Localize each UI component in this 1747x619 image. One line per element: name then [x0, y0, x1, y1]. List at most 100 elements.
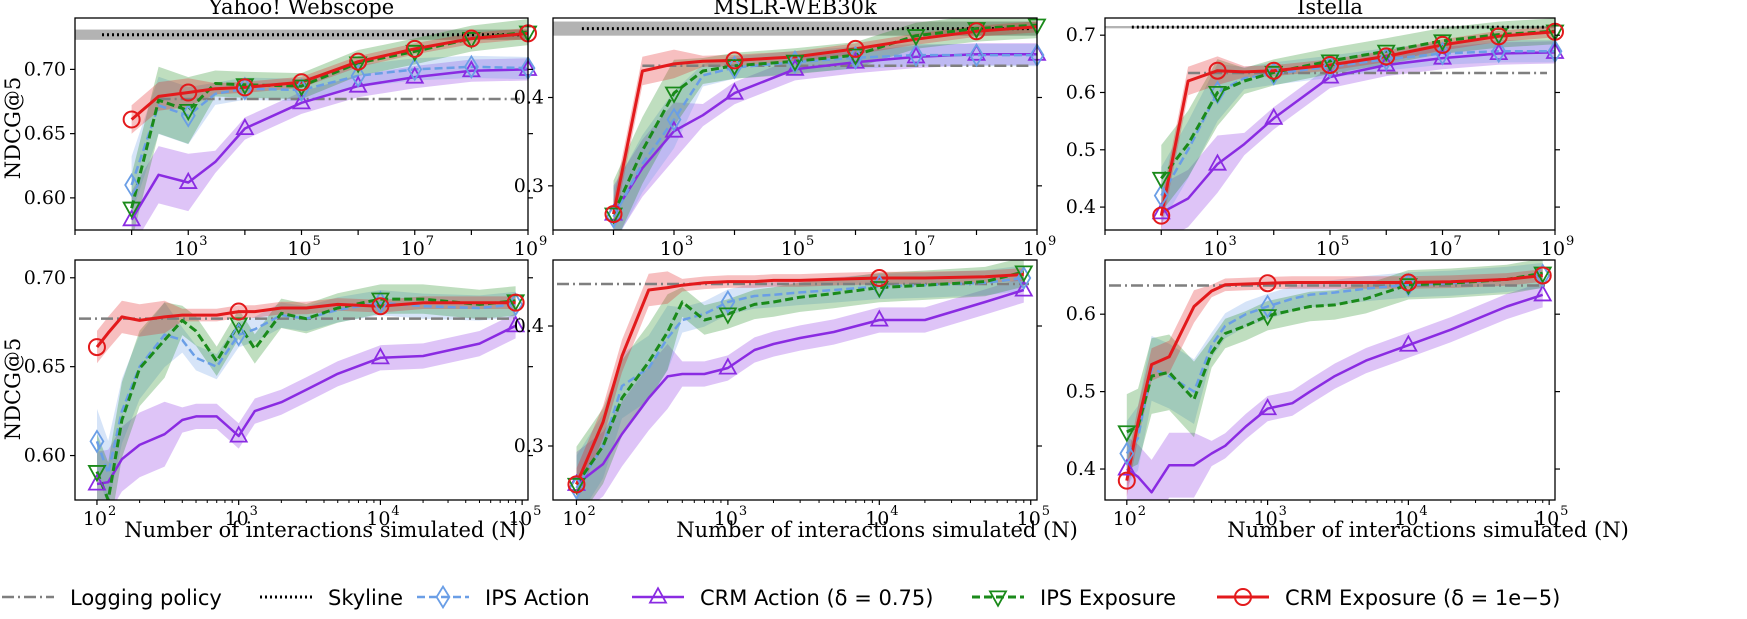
- x-tick-label: 10: [366, 508, 390, 530]
- ips_exposure-marker: [291, 79, 312, 97]
- ips_exposure-line: [1160, 29, 1555, 180]
- x-tick-exponent: 7: [927, 234, 935, 249]
- crm_exposure-line: [612, 25, 1037, 215]
- crm_action-marker: [291, 92, 312, 110]
- y-tick-label: 0.5: [1066, 381, 1096, 403]
- ips_exposure-marker: [1258, 309, 1278, 327]
- ips_action-marker: [1119, 441, 1135, 466]
- x-tick-label: 10: [562, 508, 586, 530]
- crm_exposure-marker: [1489, 27, 1508, 46]
- crm_action-marker: [235, 117, 255, 135]
- plot-area: [75, 19, 528, 230]
- crm_exposure-marker: [462, 29, 481, 48]
- crm_action-marker: [370, 347, 390, 365]
- legend-item-logging: Logging policy: [2, 586, 222, 610]
- crm_exposure-marker: [1377, 47, 1396, 66]
- x-tick-exponent: 2: [1138, 504, 1146, 519]
- ips_exposure-marker: [348, 56, 368, 74]
- ips_exposure-marker: [229, 317, 249, 335]
- crm_action-marker: [718, 357, 738, 375]
- legend-item-skyline: Skyline: [260, 586, 403, 610]
- crm_action-marker: [1207, 153, 1228, 171]
- skyline-band: [553, 21, 1037, 36]
- ips_action-band: [1161, 40, 1555, 225]
- x-tick-exponent: 4: [391, 504, 399, 519]
- ips_exposure-marker: [1376, 44, 1396, 62]
- skyline-band: [1105, 26, 1555, 29]
- ips_action-marker: [606, 204, 621, 229]
- legend: Logging policy Skyline IPS Action CRM Actio…: [2, 584, 1560, 610]
- panel-title: Yahoo! Webscope: [208, 0, 394, 19]
- crm_exposure-marker: [1399, 273, 1418, 292]
- ips_action-marker: [407, 57, 423, 82]
- crm_action-marker: [122, 209, 142, 227]
- crm_action-marker: [178, 171, 198, 189]
- x-tick-label: 10: [508, 508, 532, 530]
- ips_exposure-marker: [603, 207, 624, 225]
- x-tick-exponent: 5: [1560, 504, 1568, 519]
- x-tick-label: 10: [1023, 238, 1047, 260]
- x-axis-label-2: Number of interactions simulated (N): [676, 518, 1078, 542]
- x-tick-exponent: 4: [1419, 504, 1427, 519]
- x-tick-label: 10: [1428, 238, 1452, 260]
- x-tick-exponent: 7: [1454, 234, 1462, 249]
- crm_exposure-marker: [122, 110, 141, 129]
- x-tick-exponent: 3: [199, 234, 207, 249]
- ips_exposure-marker: [1014, 265, 1034, 283]
- x-tick-label: 10: [1113, 508, 1137, 530]
- ips_exposure-marker: [1264, 65, 1284, 84]
- x-tick-label: 10: [174, 238, 198, 260]
- x-axis-label-1: Number of interactions simulated (N): [124, 518, 526, 542]
- y-tick-label: 0.5: [1066, 139, 1096, 161]
- x-tick-exponent: 2: [108, 504, 116, 519]
- ips_exposure-marker: [664, 86, 684, 104]
- axes-frame: [552, 259, 1038, 501]
- x-tick-exponent: 9: [539, 234, 547, 249]
- x-tick-exponent: 3: [685, 234, 693, 249]
- crm_exposure-marker: [1533, 266, 1552, 285]
- ips_action-marker: [124, 172, 140, 198]
- y-tick-label: 0.4: [1066, 196, 1096, 218]
- crm_exposure-marker: [846, 39, 865, 58]
- x-tick-exponent: 3: [1229, 234, 1237, 249]
- plot-area: [557, 260, 1029, 500]
- crm_action-band: [131, 58, 528, 230]
- y-tick-label: 0.6: [1066, 303, 1096, 325]
- ips_action-marker: [1266, 61, 1282, 86]
- chart-panel-5: 0.30.410 2 10 3 10 4 10 5: [514, 259, 1050, 530]
- ips_exposure-marker: [461, 32, 481, 50]
- chart-panel-6: 0.40.50.610 2 10 3 10 4 10 5: [1066, 259, 1568, 530]
- crm_action-band: [1126, 282, 1543, 500]
- ips_exposure-marker: [122, 201, 142, 219]
- y-tick-label: 0.4: [514, 87, 544, 109]
- ips_action-marker: [720, 289, 736, 315]
- y-tick-label: 0.60: [24, 445, 66, 467]
- ips_action-marker: [1260, 294, 1276, 319]
- crm_exposure-marker: [235, 78, 254, 97]
- legend-marker: [988, 590, 1008, 608]
- crm_exposure-marker: [725, 51, 744, 70]
- ips_action-marker: [89, 429, 105, 454]
- ips_exposure-band: [576, 260, 1024, 500]
- ips_action-marker: [1435, 41, 1450, 66]
- crm_action-band: [613, 43, 1037, 230]
- crm_action-marker: [1264, 107, 1284, 125]
- ips_action-marker: [1535, 263, 1551, 288]
- plot-area: [1109, 260, 1547, 500]
- y-tick-label: 0.3: [514, 435, 544, 457]
- crm_action-marker: [1533, 284, 1553, 302]
- x-tick-label: 10: [287, 238, 311, 260]
- ips_exposure-marker: [785, 54, 805, 72]
- legend-marker: [1234, 588, 1252, 606]
- ips_action-marker: [350, 63, 366, 88]
- x-tick-label: 10: [225, 508, 249, 530]
- x-tick-label: 10: [1017, 508, 1041, 530]
- ips_action-band: [613, 44, 1037, 230]
- crm_action-line: [1126, 293, 1544, 494]
- crm_action-line: [575, 288, 1025, 486]
- crm_action-marker: [664, 120, 684, 138]
- y-tick-label: 0.70: [24, 267, 66, 289]
- ips_action-band: [131, 55, 528, 214]
